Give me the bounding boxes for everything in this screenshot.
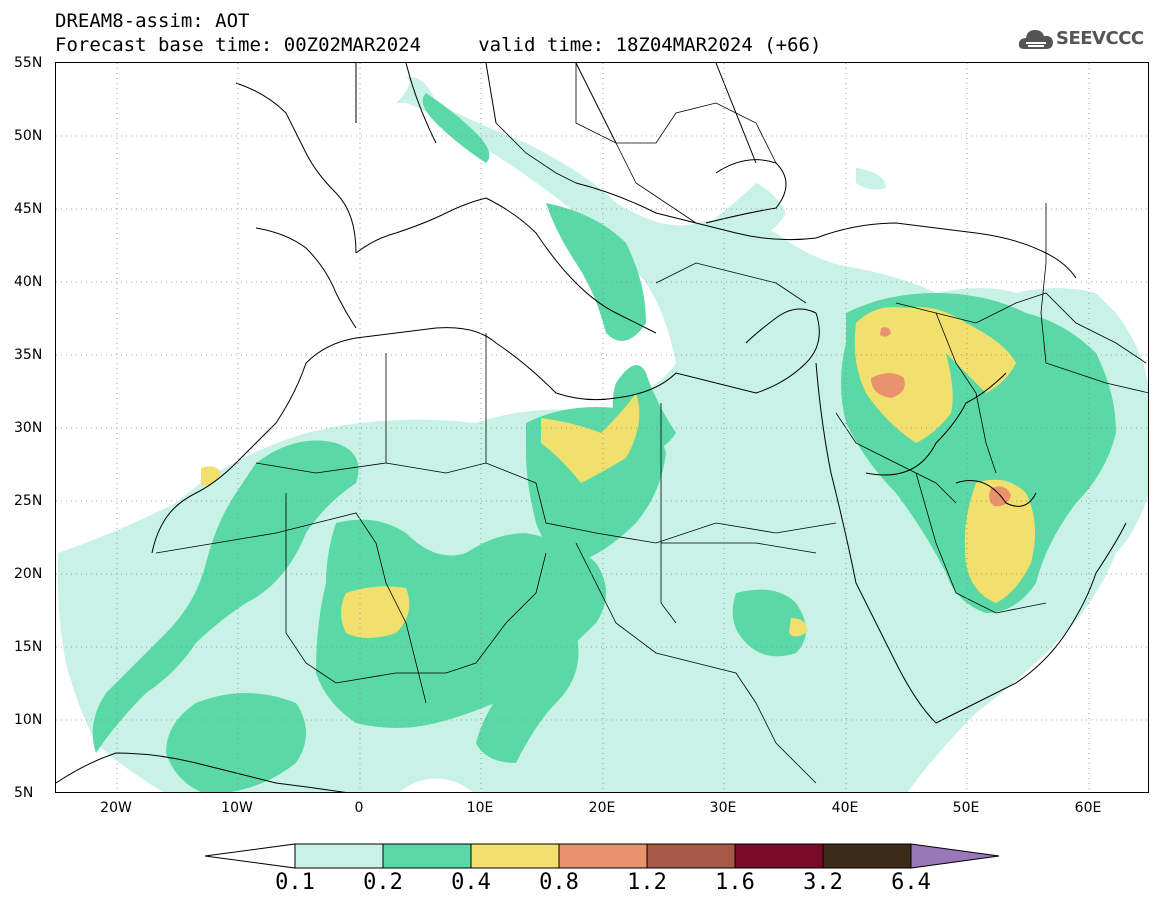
lat-label-30n: 30N [14,420,43,436]
coastlines [56,63,1127,792]
lon-label-10e: 10E [466,800,494,816]
lat-label-15n: 15N [14,639,43,655]
colorbar-label-1.6: 1.6 [715,870,755,895]
colorbar-over-arrow [910,843,1000,869]
colorbar-label-0.1: 0.1 [275,870,315,895]
colorbar-label-0.4: 0.4 [451,870,491,895]
colorbar-label-6.4: 6.4 [891,870,931,895]
aot-band-0.4 [201,307,1035,638]
map-title: DREAM8-assim: AOT [55,10,250,32]
cloud-icon [1018,30,1053,49]
country-borders [155,63,1148,784]
lat-label-5n: 5N [14,785,34,801]
lon-label-0: 0 [354,800,364,816]
colorbar-under-arrow [205,843,296,869]
colorbar [205,843,1000,869]
colorbar-label-1.2: 1.2 [627,870,667,895]
lon-label-10w: 10W [221,800,253,816]
lat-label-35n: 35N [14,347,43,363]
lat-label-55n: 55N [14,55,43,71]
lat-label-10n: 10N [14,712,43,728]
colorbar-bin-0.1 [294,843,384,869]
colorbar-bin-1.6 [734,843,824,869]
colorbar-bin-1.2 [646,843,736,869]
lat-label-20n: 20N [14,566,43,582]
graticule [56,63,1148,792]
aot-map [55,62,1149,793]
colorbar-label-0.8: 0.8 [539,870,579,895]
colorbar-bin-3.2 [822,843,912,869]
colorbar-label-0.2: 0.2 [363,870,403,895]
map-subtitle-times: Forecast base time: 00Z02MAR2024 valid t… [55,34,822,56]
colorbar-label-3.2: 3.2 [803,870,843,895]
lat-label-40n: 40N [14,274,43,290]
colorbar-bin-0.2 [382,843,472,869]
aot-band-0.8 [871,327,1011,507]
lon-label-60e: 60E [1074,800,1102,816]
lon-label-20e: 20E [588,800,616,816]
colorbar-bin-0.8 [558,843,648,869]
lat-label-45n: 45N [14,201,43,217]
colorbar-bin-0.4 [470,843,560,869]
lat-label-50n: 50N [14,128,43,144]
lat-label-25n: 25N [14,493,43,509]
map-canvas [56,63,1148,792]
lon-label-30e: 30E [709,800,737,816]
lon-label-20w: 20W [100,800,132,816]
seevccc-logo: SEEVCCC [1018,25,1153,55]
lon-label-40e: 40E [831,800,859,816]
logo-text: SEEVCCC [1056,28,1144,49]
lon-label-50e: 50E [952,800,980,816]
